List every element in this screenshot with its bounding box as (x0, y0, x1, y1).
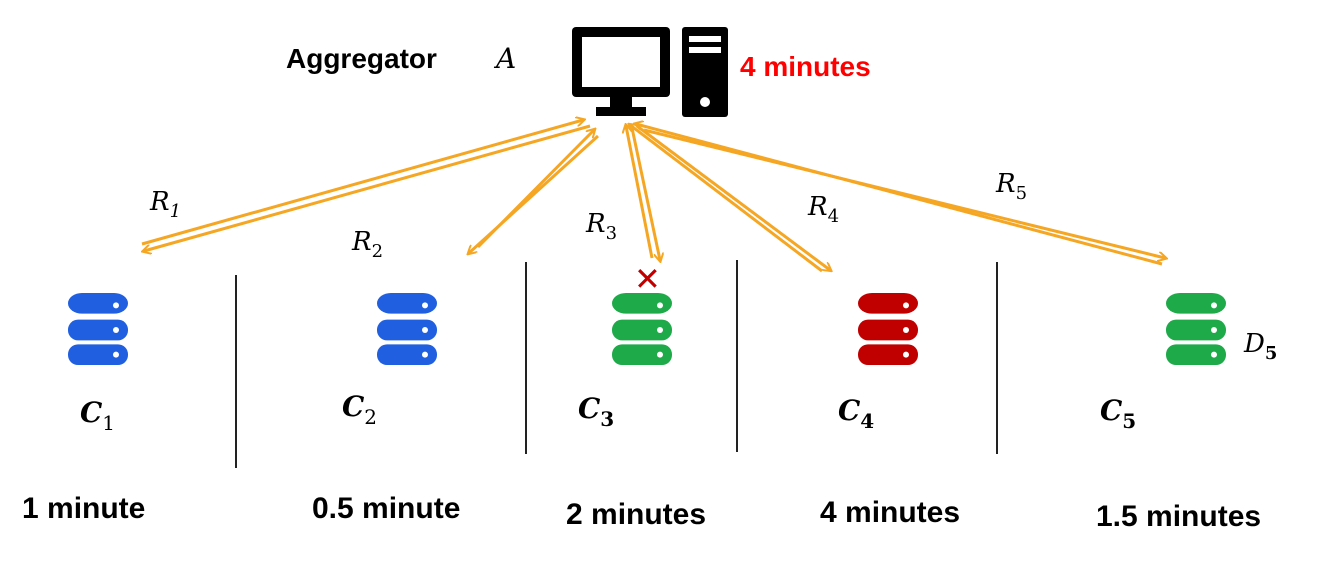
svg-text:R4: R4 (807, 192, 839, 227)
arrow-r1-down (144, 124, 591, 251)
svg-text:R5: R5 (995, 169, 1027, 204)
database-icon (1166, 293, 1226, 365)
client-time-c2: 0.5 minute (312, 492, 460, 525)
arrow-r1-up (141, 120, 583, 246)
arrow-r2-down (469, 134, 600, 253)
svg-text:C1: C1 (80, 396, 115, 435)
arrow-r5-down (643, 128, 1165, 258)
svg-text:R2: R2 (351, 227, 383, 262)
communication-arrows (142, 120, 1165, 271)
database-icon (377, 293, 437, 365)
link-label-r1: R1 (149, 187, 181, 222)
svg-text:C2: C2 (342, 390, 377, 429)
arrow-r4-up (630, 125, 823, 273)
svg-text:C4: C4 (838, 394, 874, 433)
link-label-r4: R4 (807, 192, 839, 227)
client-label-c2: C2 (342, 390, 377, 429)
failure-mark-icon: ✕ (634, 261, 661, 297)
database-icon (858, 293, 918, 365)
client-databases (68, 293, 1226, 365)
svg-text:R3: R3 (585, 209, 617, 244)
link-label-r2: R2 (351, 227, 383, 262)
database-icon (68, 293, 128, 365)
client-time-c1: 1 minute (22, 492, 145, 525)
client-label-c3: C3 (578, 392, 614, 431)
client-time-c4: 4 minutes (820, 496, 960, 529)
arrow-r3-up (626, 126, 654, 259)
svg-text:R1: R1 (149, 187, 181, 222)
aggregator-symbol: A (493, 42, 516, 75)
client-label-c5: C5 (1100, 394, 1136, 433)
dataset-label-d5: D5 (1243, 329, 1277, 364)
dividers (235, 260, 998, 468)
client-time-c3: 2 minutes (566, 498, 706, 531)
database-icon (612, 293, 672, 365)
svg-text:C3: C3 (578, 392, 614, 431)
link-label-r3: R3 (585, 209, 617, 244)
client-label-c1: C1 (80, 396, 115, 435)
client-time-c5: 1.5 minutes (1096, 500, 1261, 533)
link-label-r5: R5 (995, 169, 1027, 204)
client-label-c4: C4 (838, 394, 874, 433)
aggregator-time: 4 minutes (740, 51, 871, 82)
aggregator-label: Aggregator (286, 43, 437, 74)
arrow-r4-down (636, 124, 830, 270)
svg-text:D5: D5 (1243, 329, 1277, 364)
svg-text:C5: C5 (1100, 394, 1136, 433)
desktop-computer-icon (572, 27, 728, 117)
arrow-r3-down (630, 127, 660, 260)
